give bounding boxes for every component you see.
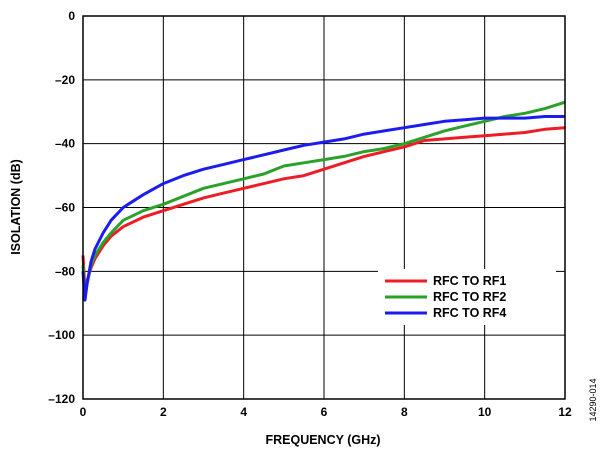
x-tick-label: 4 <box>240 405 247 419</box>
y-tick-label: –80 <box>55 264 75 278</box>
series-lines <box>81 100 566 302</box>
y-tick-label: –40 <box>55 137 75 151</box>
y-tick-label: –60 <box>55 201 75 215</box>
legend-label-rf4: RFC TO RF4 <box>433 306 506 320</box>
series-line-rfc-to-rf2 <box>81 100 566 299</box>
legend: RFC TO RF1 RFC TO RF2 RFC TO RF4 <box>378 269 556 325</box>
figure-id: 14290-014 <box>588 378 598 421</box>
plot-frame <box>82 15 566 400</box>
legend-label-rf1: RFC TO RF1 <box>433 274 506 288</box>
series-line-rfc-to-rf1 <box>81 126 566 292</box>
y-tick-labels: 0 –20 –40 –60 –80 –100 –120 <box>48 9 75 406</box>
x-tick-label: 6 <box>321 405 328 419</box>
x-tick-label: 12 <box>558 405 572 419</box>
x-tick-label: 0 <box>80 405 87 419</box>
y-tick-label: –20 <box>55 73 75 87</box>
y-tick-label: –100 <box>48 328 75 342</box>
x-tick-label: 2 <box>160 405 167 419</box>
x-tick-labels: 0 2 4 6 8 10 12 <box>80 405 572 419</box>
y-tick-label: 0 <box>68 9 75 23</box>
x-tick-label: 10 <box>478 405 492 419</box>
legend-label-rf2: RFC TO RF2 <box>433 290 506 304</box>
series-line-rfc-to-rf4 <box>81 115 565 302</box>
y-axis-title: ISOLATION (dB) <box>9 159 23 255</box>
x-tick-label: 8 <box>401 405 408 419</box>
x-axis-title: FREQUENCY (GHz) <box>265 433 380 447</box>
y-tick-label: –120 <box>48 392 75 406</box>
